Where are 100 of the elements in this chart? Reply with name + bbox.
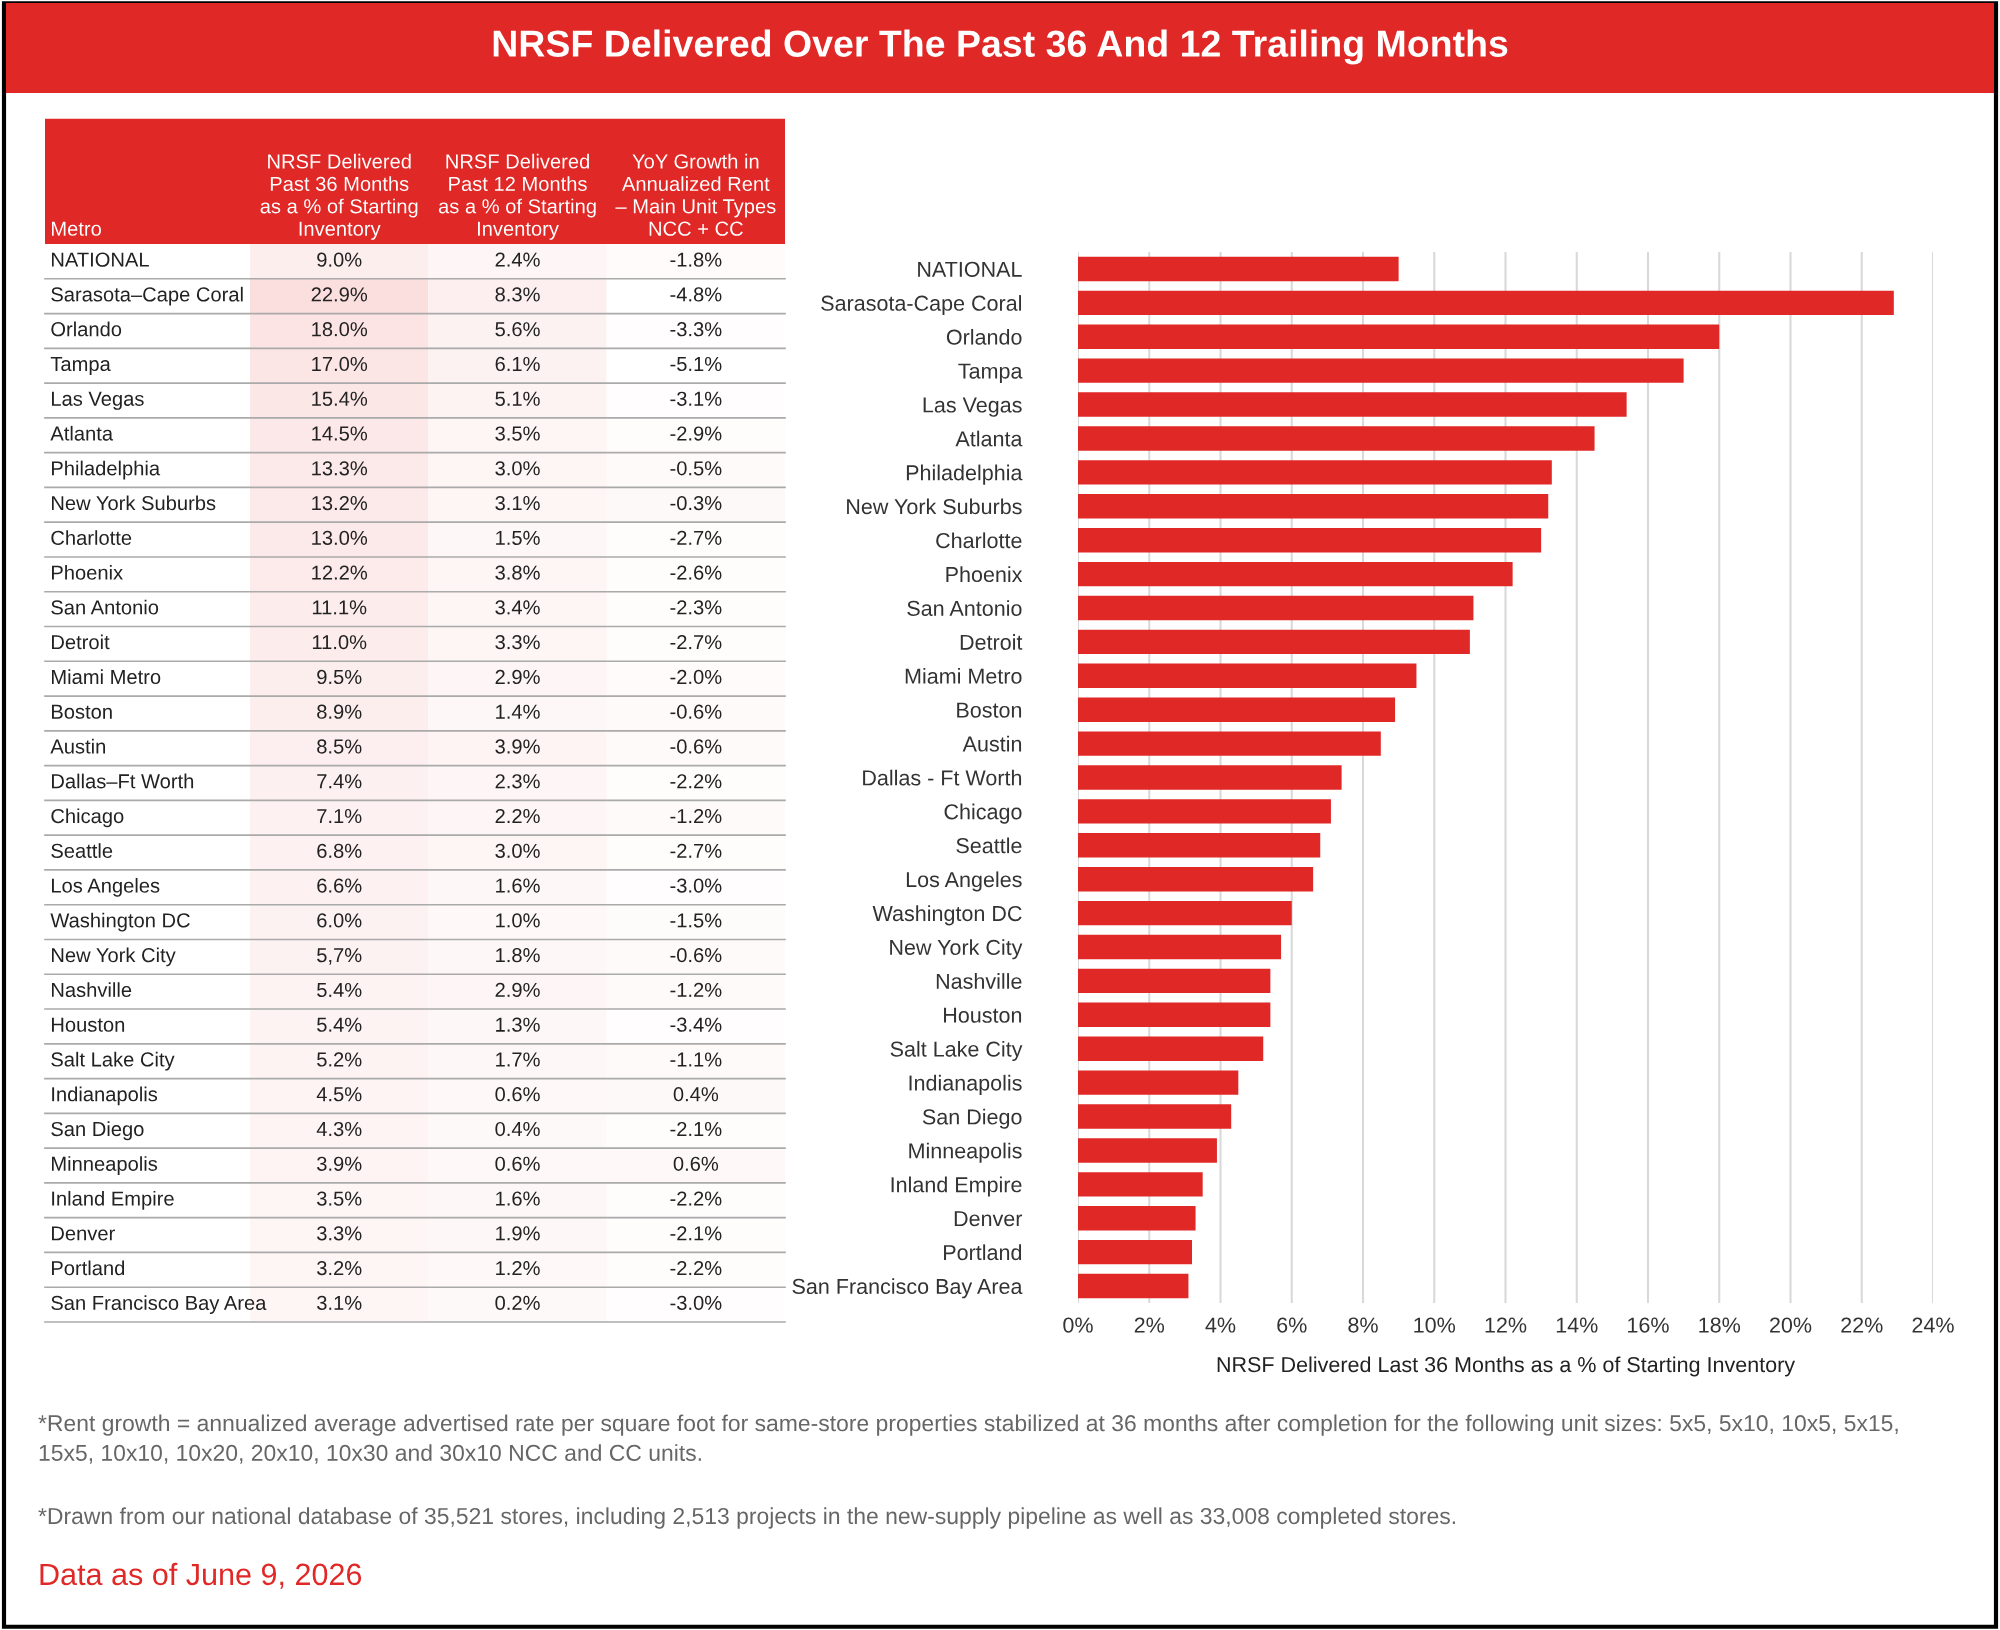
data-label: 7.4% xyxy=(317,774,362,789)
bar xyxy=(1078,968,1271,994)
y-tick-label: Atlanta xyxy=(50,425,114,441)
y-tick-label: San Diego xyxy=(922,1108,1022,1129)
data-label: 11.0% xyxy=(312,635,367,650)
y-tick-label: Portland xyxy=(52,1260,125,1276)
data-label: -0.3% xyxy=(670,495,722,511)
data-label: -0.6% xyxy=(670,739,722,754)
bar xyxy=(1078,934,1282,960)
bar xyxy=(1078,731,1381,756)
bar xyxy=(1078,392,1627,417)
bar xyxy=(1078,663,1417,688)
data-label: -3.0% xyxy=(670,1295,722,1311)
bar xyxy=(1078,867,1314,892)
y-tick-label: Dallas–Ft Worth xyxy=(52,773,194,789)
bar xyxy=(1078,324,1720,349)
data-label: 8.3% xyxy=(495,287,540,302)
data-label: 0.6% xyxy=(495,1156,540,1171)
data-label: 1.6% xyxy=(496,1191,540,1206)
y-tick-label: Boston xyxy=(52,704,112,719)
bar xyxy=(1078,494,1549,519)
y-tick-label: Phoenix xyxy=(946,566,1023,583)
y-tick-label: Denver xyxy=(954,1211,1023,1227)
data-label: -1.2% xyxy=(670,808,722,824)
data-label: 18.0% xyxy=(312,322,368,337)
y-tick-label: Charlotte xyxy=(51,530,132,545)
y-tick-label: Nashville xyxy=(936,973,1022,989)
x-tick-label: 8% xyxy=(1348,1317,1378,1333)
data-label: 11.1% xyxy=(312,600,367,615)
y-tick-label: Minneapolis xyxy=(909,1142,1022,1163)
y-tick-label: Nashville xyxy=(52,982,132,998)
x-tick-label: NRSF Delivered Past 12 Months as a % of Starting Inventory xyxy=(438,153,596,240)
y-tick-label: Detroit xyxy=(960,634,1023,650)
bar xyxy=(1078,1273,1189,1299)
data-label: 0.6% xyxy=(495,1087,540,1102)
y-tick-label: Salt Lake City xyxy=(51,1051,175,1071)
y-tick-label: Austin xyxy=(50,738,106,754)
bar xyxy=(1078,1002,1271,1028)
y-tick-label: Tampa xyxy=(958,363,1023,383)
data-label: 3.9% xyxy=(495,739,540,754)
data-label: 22.9% xyxy=(311,287,368,302)
bar xyxy=(1078,1070,1239,1095)
data-label: 5,7% xyxy=(317,948,362,965)
data-label: 2.9% xyxy=(495,982,540,998)
data-label: -1.1% xyxy=(670,1052,722,1067)
bar xyxy=(1078,1239,1192,1265)
data-label: -2.6% xyxy=(670,565,722,580)
data-label: 4.5% xyxy=(316,1087,362,1102)
data-label: 1.3% xyxy=(496,1017,540,1032)
data-label: 8.9% xyxy=(317,704,362,719)
data-label: 14.5% xyxy=(312,426,368,441)
text: *Drawn from our national database of 35,521 stores, including 2,513 projects in the new-supply pipeline as well as 33,008 completed stores. xyxy=(38,1507,1456,1529)
y-tick-label: Las Vegas xyxy=(52,391,144,410)
y-tick-label: Tampa xyxy=(50,357,111,376)
y-tick-label: Salt Lake City xyxy=(890,1040,1023,1061)
y-tick-label: San Antonio xyxy=(51,599,159,615)
data-label: 2.3% xyxy=(495,774,540,789)
y-tick-label: San Francisco Bay Area xyxy=(51,1295,267,1314)
data-label: -3.1% xyxy=(670,391,722,406)
data-label: 1.4% xyxy=(496,704,540,719)
x-axis-title: NRSF Delivered Last 36 Months as a % of Starting Inventory xyxy=(1217,1356,1796,1377)
data-label: 6.1% xyxy=(495,356,540,372)
y-tick-label: Chicago xyxy=(944,803,1022,824)
x-tick-label: YoY Growth in Annualized Rent – Main Unit Types NCC + CC xyxy=(615,153,776,236)
y-tick-label: Seattle xyxy=(956,837,1022,854)
bar xyxy=(1078,799,1331,824)
bar xyxy=(1078,256,1399,282)
data-label: 8.5% xyxy=(317,739,362,754)
y-tick-label: Dallas - Ft Worth xyxy=(863,769,1022,786)
data-label: -0.6% xyxy=(670,704,722,719)
y-tick-label: San Antonio xyxy=(907,600,1022,616)
data-label: 3.3% xyxy=(317,1226,362,1241)
data-label: -2.9% xyxy=(670,426,722,441)
x-tick-label: 24% xyxy=(1912,1317,1954,1333)
y-tick-label: Chicago xyxy=(51,808,124,828)
data-label: 3.1% xyxy=(317,1295,362,1311)
data-label: -3.3% xyxy=(670,322,722,337)
bar xyxy=(1078,900,1292,926)
data-label: 1.8% xyxy=(496,948,540,963)
data-label: 13.2% xyxy=(312,495,368,511)
data-label: 3.8% xyxy=(495,565,540,580)
data-label: -0.5% xyxy=(670,461,722,476)
data-label: 13.3% xyxy=(312,461,368,476)
x-tick-label: 16% xyxy=(1628,1317,1669,1333)
data-label: 9.0% xyxy=(317,252,362,267)
data-label: 3.3% xyxy=(495,635,540,650)
data-label: 3.0% xyxy=(495,843,540,858)
data-label: 17.0% xyxy=(312,356,368,372)
y-tick-label: Las Vegas xyxy=(923,397,1022,417)
y-tick-label: NATIONAL xyxy=(52,252,149,267)
data-label: 6.8% xyxy=(317,843,362,858)
y-tick-label: Washington DC xyxy=(50,912,190,932)
y-tick-label: Los Angeles xyxy=(906,871,1022,892)
data-label: 6.0% xyxy=(317,913,362,928)
data-label: -2.2% xyxy=(670,1191,722,1206)
x-tick-label: 22% xyxy=(1841,1317,1883,1333)
y-tick-label: Orlando xyxy=(51,321,122,337)
y-tick-label: Atlanta xyxy=(955,430,1023,447)
bar xyxy=(1078,765,1342,790)
data-label: 3.5% xyxy=(317,1191,362,1206)
